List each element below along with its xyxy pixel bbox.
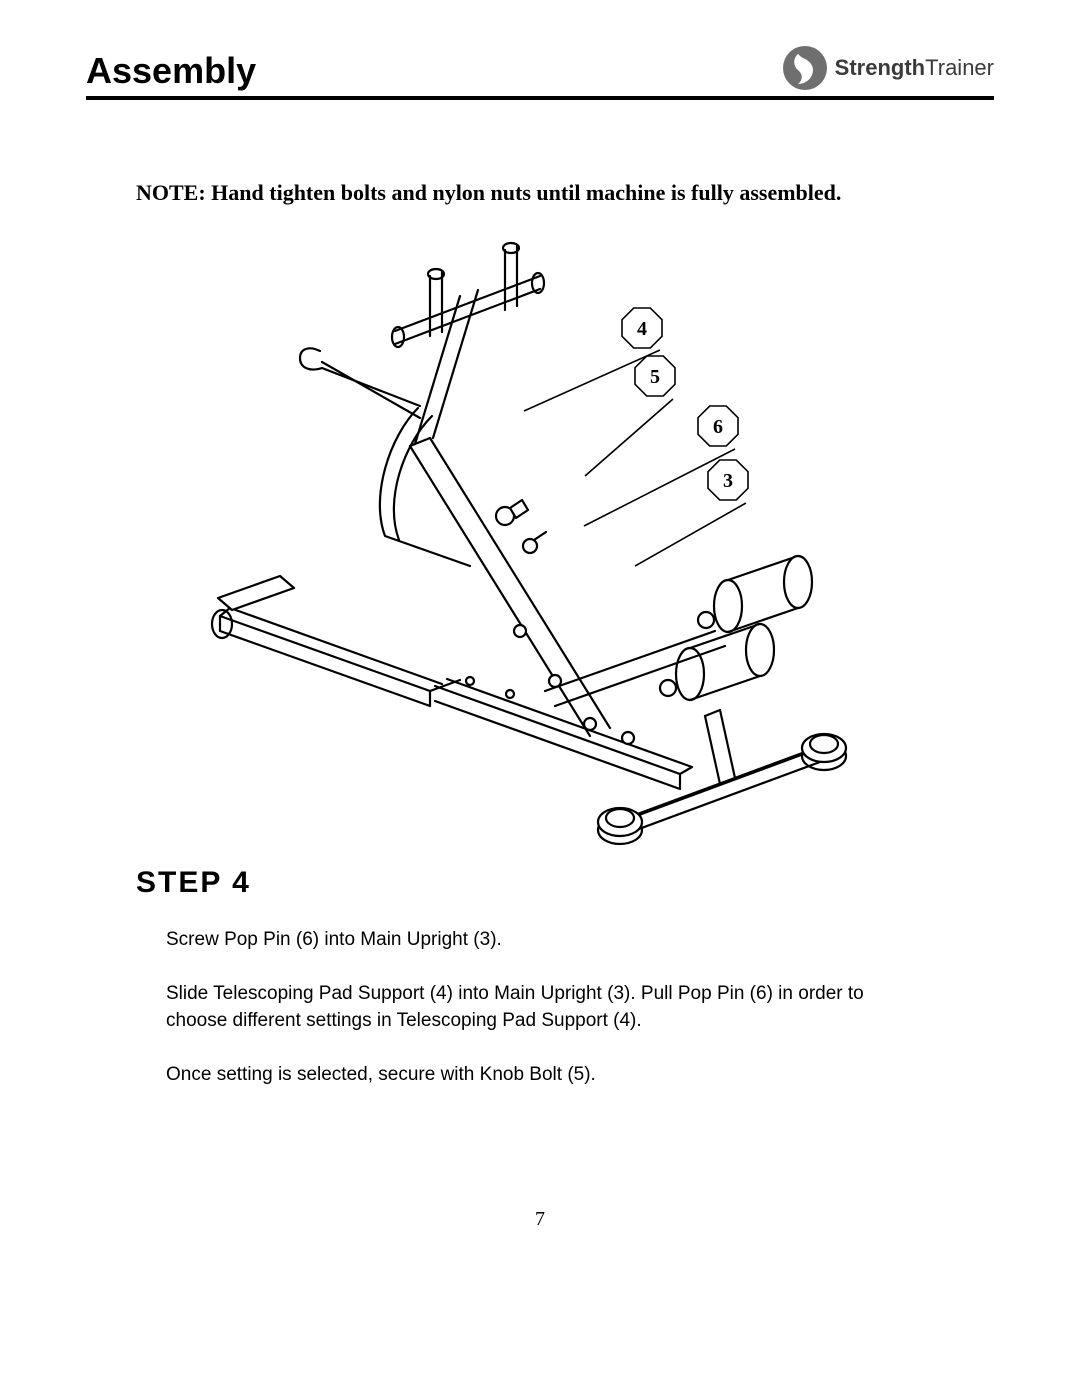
diagram-svg: 4 5 6 3 xyxy=(160,236,920,856)
brand-text: StrengthTrainer xyxy=(835,55,994,81)
instruction-paragraph: Once setting is selected, secure with Kn… xyxy=(166,1061,884,1089)
page-number: 7 xyxy=(86,1208,994,1231)
section-title: Assembly xyxy=(86,50,256,92)
callout-label: 5 xyxy=(650,366,660,388)
callout-label: 6 xyxy=(713,416,723,438)
instruction-paragraph: Screw Pop Pin (6) into Main Upright (3). xyxy=(166,926,884,954)
assembly-note: NOTE: Hand tighten bolts and nylon nuts … xyxy=(136,180,994,206)
brand-logo-icon xyxy=(781,44,829,92)
page: Assembly StrengthTrainer NOTE: Hand tigh… xyxy=(0,0,1080,1291)
callout-label: 3 xyxy=(723,470,733,492)
header: Assembly StrengthTrainer xyxy=(86,44,994,100)
step-instructions: Screw Pop Pin (6) into Main Upright (3).… xyxy=(166,926,884,1088)
step-heading: STEP 4 xyxy=(136,866,994,900)
callout-label: 4 xyxy=(637,318,647,340)
brand: StrengthTrainer xyxy=(781,44,994,92)
assembly-diagram: 4 5 6 3 xyxy=(160,236,920,856)
instruction-paragraph: Slide Telescoping Pad Support (4) into M… xyxy=(166,980,884,1035)
